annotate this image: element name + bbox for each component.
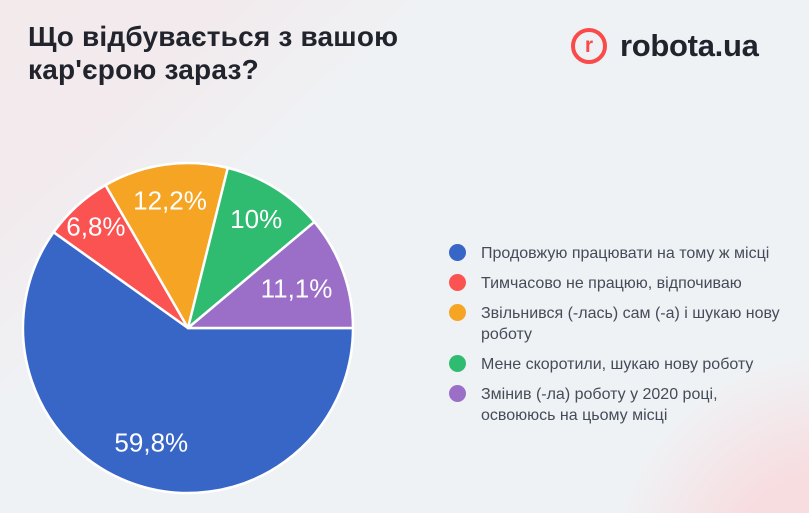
legend-item: Мене скоротили, шукаю нову роботу bbox=[449, 354, 789, 375]
legend: Продовжую працювати на тому ж місці Тимча… bbox=[449, 243, 789, 426]
legend-item-label: Звільнився (-лась) сам (-а) і шукаю нову… bbox=[481, 305, 780, 343]
legend-item-label: Продовжую працювати на тому ж місці bbox=[481, 245, 770, 262]
pie-slice bbox=[21, 230, 355, 495]
legend-item: Тимчасово не працюю, відпочиваю bbox=[449, 273, 789, 294]
legend-dot-icon bbox=[449, 304, 466, 321]
logo-icon: r bbox=[571, 28, 607, 64]
logo: r robota.ua bbox=[571, 28, 759, 64]
pie-slice bbox=[186, 166, 316, 330]
pie-slice-value-label: 11,1% bbox=[261, 274, 333, 304]
legend-item-label: Тимчасово не працюю, відпочиваю bbox=[481, 275, 742, 292]
legend-dot-icon bbox=[449, 385, 466, 402]
legend-dot-icon bbox=[449, 274, 466, 291]
legend-item: Звільнився (-лась) сам (-а) і шукаю нову… bbox=[449, 303, 789, 345]
logo-mark-letter: r bbox=[584, 33, 594, 57]
pie-slice-value-label: 10% bbox=[230, 204, 282, 234]
logo-text: robota.ua bbox=[620, 28, 759, 63]
legend-dot-icon bbox=[449, 355, 466, 372]
pie-chart: 59,8% 6,8% 12,2% 10% 11,1% bbox=[21, 161, 355, 495]
legend-item: Змінив (-ла) роботу у 2020 році, освоююс… bbox=[449, 384, 789, 426]
pie-slice-value-label: 12,2% bbox=[133, 186, 207, 216]
pie-slice-value-label: 59,8% bbox=[114, 428, 188, 458]
legend-item: Продовжую працювати на тому ж місці bbox=[449, 243, 789, 264]
pie-slice-value-label: 6,8% bbox=[66, 212, 125, 242]
legend-dot-icon bbox=[449, 244, 466, 261]
pie-slice bbox=[186, 220, 355, 330]
legend-item-label: Мене скоротили, шукаю нову роботу bbox=[481, 356, 754, 373]
page-title: Що відбувається з вашою кар'єрою зараз? bbox=[28, 21, 399, 85]
legend-item-label: Змінив (-ла) роботу у 2020 році, освоююс… bbox=[481, 386, 718, 424]
